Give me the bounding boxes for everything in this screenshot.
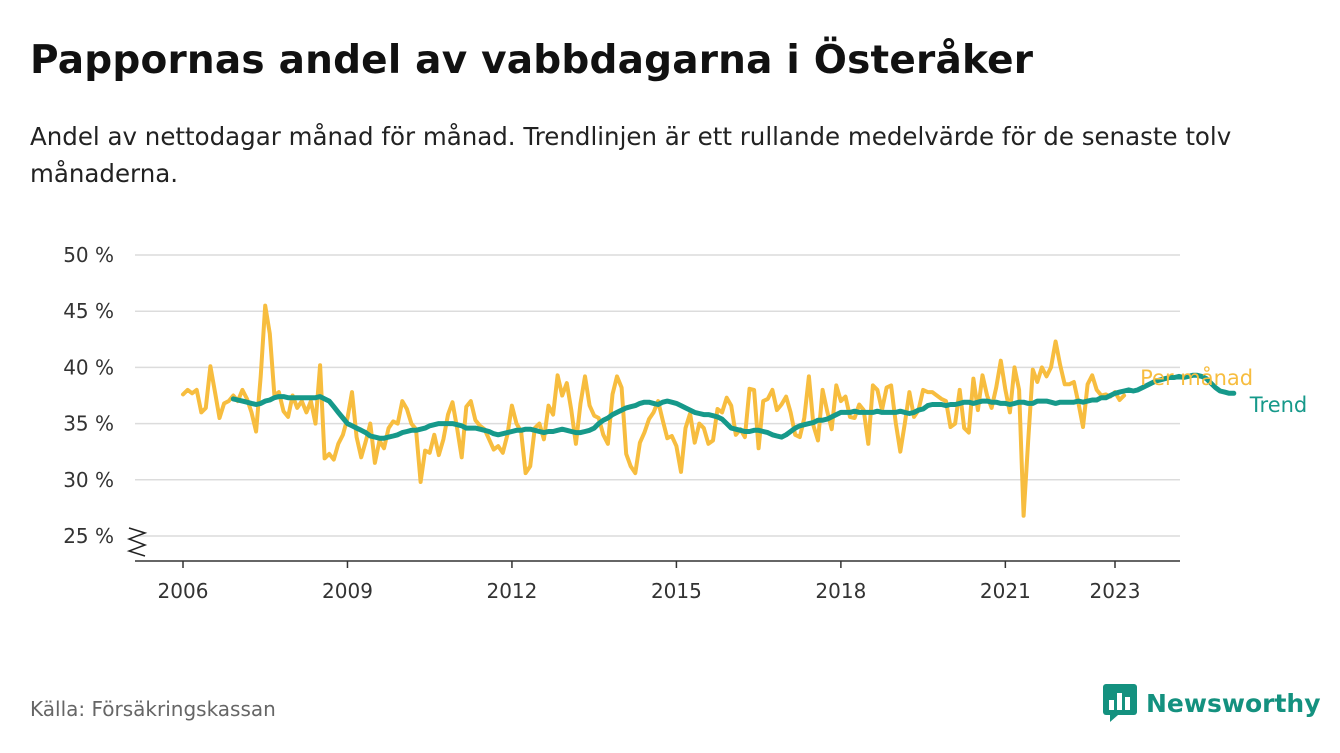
- x-tick-label: 2012: [486, 579, 537, 603]
- y-tick-label: 50 %: [63, 243, 114, 267]
- y-tick-label: 30 %: [63, 468, 114, 492]
- y-tick-label: 45 %: [63, 299, 114, 323]
- x-tick-label: 2006: [158, 579, 209, 603]
- x-tick-label: 2009: [322, 579, 373, 603]
- x-tick-label: 2021: [980, 579, 1031, 603]
- source-note: Källa: Försäkringskassan: [30, 697, 276, 721]
- x-tick-label: 2023: [1090, 579, 1141, 603]
- y-tick-label: 40 %: [63, 355, 114, 379]
- series-label-per-manad: Per månad: [1140, 365, 1253, 390]
- axis-break-icon: [126, 527, 148, 557]
- y-tick-label: 35 %: [63, 412, 114, 436]
- page-title: Pappornas andel av vabbdagarna i Österåk…: [30, 38, 1034, 83]
- page-subtitle: Andel av nettodagar månad för månad. Tre…: [30, 122, 1232, 188]
- series-line-per-manad: [181, 303, 1127, 518]
- series-label-trend: Trend: [1249, 393, 1307, 417]
- series-line-trend: [230, 372, 1237, 441]
- x-tick-label: 2015: [651, 579, 702, 603]
- x-tick-label: 2018: [815, 579, 866, 603]
- brand-logo: Newsworthy: [1102, 683, 1321, 723]
- newsworthy-logo-icon: [1103, 684, 1137, 722]
- y-tick-label: 25 %: [63, 524, 114, 548]
- brand-name: Newsworthy: [1146, 688, 1321, 718]
